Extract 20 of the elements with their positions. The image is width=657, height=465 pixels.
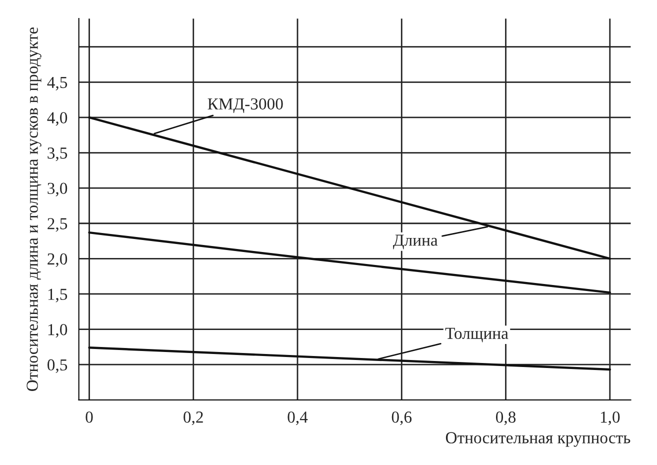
x-tick-label: 0 [86,411,93,423]
y-tick-label: 1,5 [48,288,68,302]
annotation: Толщина [445,328,508,342]
y-tick-label: 2,5 [48,218,68,232]
annotation: КМД-3000 [208,98,283,113]
y-tick-label: 3,5 [48,148,68,162]
y-axis-title: Относительная длина и толщина кусков в продукте [26,27,42,391]
x-tick-label: 0,8 [496,411,516,426]
x-tick-label: 0,2 [184,411,203,426]
x-tick-label: 0,4 [288,411,308,426]
x-tick-label: 0,6 [392,411,412,426]
y-tick-label: 4,5 [47,76,68,90]
y-tick-label: 2,0 [48,253,68,268]
y-tick-label: 3,0 [48,182,68,196]
x-tick-label: 1,0 [600,411,620,426]
y-tick-label: 4,0 [47,112,68,126]
y-tick-label: 0,5 [48,359,68,373]
x-axis-title: Относительная крупность [446,432,630,447]
annotation: Длина [393,234,438,250]
y-tick-label: 1,0 [48,324,68,338]
